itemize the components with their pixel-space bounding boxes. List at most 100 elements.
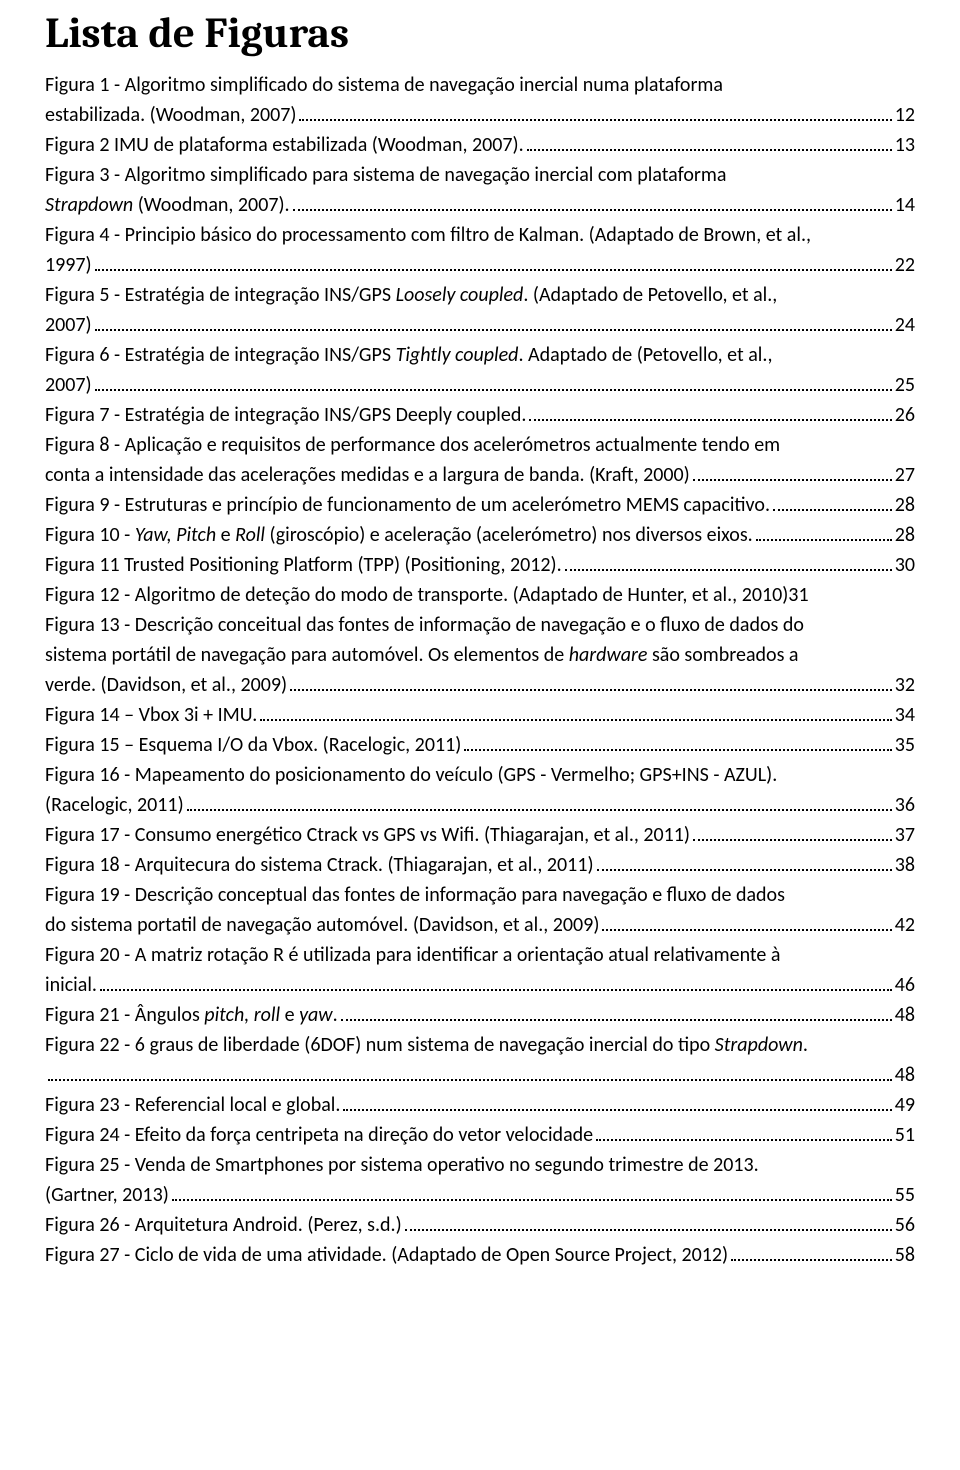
- toc-page-number: 32: [895, 670, 915, 700]
- toc-entry: Figura 11 Trusted Positioning Platform (…: [45, 550, 915, 580]
- toc-leader-dots: [602, 911, 891, 931]
- toc-entry-label: Figura 11 Trusted Positioning Platform (…: [45, 550, 562, 580]
- toc-entry: Figura 9 - Estruturas e princípio de fun…: [45, 490, 915, 520]
- toc-leader-dots: [95, 311, 892, 331]
- toc-entry: Figura 18 - Arquitecura do sistema Ctrac…: [45, 850, 915, 880]
- toc-leader-dots: [48, 1061, 892, 1081]
- toc-leader-dots: [172, 1181, 892, 1201]
- toc-entry-lastline: Figura 2 IMU de plataforma estabilizada …: [45, 130, 915, 160]
- toc-entry-label: Figura 26 - Arquitetura Android. (Perez,…: [45, 1210, 402, 1240]
- toc-page-number: 49: [895, 1090, 915, 1120]
- toc-entry: Figura 4 - Principio básico do processam…: [45, 220, 915, 280]
- toc-page-number: 46: [895, 970, 915, 1000]
- toc-leader-dots: [260, 701, 891, 721]
- toc-entry: Figura 22 - 6 graus de liberdade (6DOF) …: [45, 1030, 915, 1090]
- toc-entry: Figura 10 - Yaw, Pitch e Roll (giroscópi…: [45, 520, 915, 550]
- toc-page-number: 48: [895, 1000, 915, 1030]
- toc-entry-label: (Racelogic, 2011): [45, 790, 184, 820]
- toc-entry-label: Figura 18 - Arquitecura do sistema Ctrac…: [45, 850, 594, 880]
- toc-entry-label: conta a intensidade das acelerações medi…: [45, 460, 690, 490]
- toc-entry-label: Strapdown (Woodman, 2007).: [45, 190, 290, 220]
- toc-page-number: 36: [895, 790, 915, 820]
- toc-entry-label: Figura 17 - Consumo energético Ctrack vs…: [45, 820, 690, 850]
- toc-entry: Figura 16 - Mapeamento do posicionamento…: [45, 760, 915, 820]
- toc-entry: Figura 19 - Descrição conceptual das fon…: [45, 880, 915, 940]
- toc-entry: Figura 25 - Venda de Smartphones por sis…: [45, 1150, 915, 1210]
- toc-leader-dots: [527, 131, 892, 151]
- toc-page-number: 34: [895, 700, 915, 730]
- toc-entry-label: Figura 23 - Referencial local e global.: [45, 1090, 340, 1120]
- toc-entry: Figura 2 IMU de plataforma estabilizada …: [45, 130, 915, 160]
- toc-page-number: 42: [895, 910, 915, 940]
- toc-page-number: 37: [895, 820, 915, 850]
- toc-entry-lastline: Figura 26 - Arquitetura Android. (Perez,…: [45, 1210, 915, 1240]
- toc-entry: Figura 26 - Arquitetura Android. (Perez,…: [45, 1210, 915, 1240]
- toc-entry-lastline: verde. (Davidson, et al., 2009) 32: [45, 670, 915, 700]
- toc-entry-lastline: Strapdown (Woodman, 2007). 14: [45, 190, 915, 220]
- toc-entry-label: Figura 27 - Ciclo de vida de uma ativida…: [45, 1240, 728, 1270]
- toc-entry-label: Figura 15 – Esquema I/O da Vbox. (Racelo…: [45, 730, 461, 760]
- toc-entry-preline: Figura 25 - Venda de Smartphones por sis…: [45, 1150, 915, 1180]
- toc-entry-label: (Gartner, 2013): [45, 1180, 169, 1210]
- toc-entry-label: Figura 9 - Estruturas e princípio de fun…: [45, 490, 770, 520]
- toc-entry-lastline: Figura 7 - Estratégia de integração INS/…: [45, 400, 915, 430]
- toc-entry-lastline: 2007) 25: [45, 370, 915, 400]
- toc-page-number: 38: [895, 850, 915, 880]
- toc-page-number: 30: [895, 550, 915, 580]
- toc-entry-lastline: 2007) 24: [45, 310, 915, 340]
- toc-page-number: 25: [895, 370, 915, 400]
- toc-entry-lastline: Figura 23 - Referencial local e global. …: [45, 1090, 915, 1120]
- toc-page-number: 35: [895, 730, 915, 760]
- toc-entry-lastline: (Racelogic, 2011) 36: [45, 790, 915, 820]
- toc-page-number: 28: [895, 520, 915, 550]
- toc-leader-dots: [187, 791, 892, 811]
- toc-entry-lastline: (Gartner, 2013) 55: [45, 1180, 915, 1210]
- toc-entry-label: 2007): [45, 370, 92, 400]
- toc-entry-lastline: do sistema portatil de navegação automóv…: [45, 910, 915, 940]
- toc-entry-lastline: Figura 9 - Estruturas e princípio de fun…: [45, 490, 915, 520]
- toc-entry-preline: Figura 8 - Aplicação e requisitos de per…: [45, 430, 915, 460]
- toc-entry-label: Figura 2 IMU de plataforma estabilizada …: [45, 130, 524, 160]
- toc-entry: Figura 27 - Ciclo de vida de uma ativida…: [45, 1240, 915, 1270]
- toc-entry-lastline: estabilizada. (Woodman, 2007) 12: [45, 100, 915, 130]
- toc-entry: Figura 1 - Algoritmo simplificado do sis…: [45, 70, 915, 130]
- toc-entry: Figura 7 - Estratégia de integração INS/…: [45, 400, 915, 430]
- toc-leader-dots: [343, 1091, 891, 1111]
- page-title: Lista de Figuras: [45, 8, 915, 58]
- toc-entry-label: estabilizada. (Woodman, 2007): [45, 100, 296, 130]
- toc-entry-label: Figura 24 - Efeito da força centripeta n…: [45, 1120, 593, 1150]
- toc-entry-preline: Figura 5 - Estratégia de integração INS/…: [45, 280, 915, 310]
- toc-entry: Figura 13 - Descrição conceitual das fon…: [45, 610, 915, 700]
- toc-entry-preline: Figura 19 - Descrição conceptual das fon…: [45, 880, 915, 910]
- toc-entry: Figura 12 - Algoritmo de deteção do modo…: [45, 580, 915, 610]
- toc-leader-dots: [405, 1211, 892, 1231]
- toc-leader-dots: [773, 491, 892, 511]
- toc-entry-preline: Figura 3 - Algoritmo simplificado para s…: [45, 160, 915, 190]
- toc-entry-label: Figura 10 - Yaw, Pitch e Roll (giroscópi…: [45, 520, 753, 550]
- toc-entry-lastline: 48: [45, 1060, 915, 1090]
- toc-leader-dots: [731, 1241, 892, 1261]
- toc-entry-lastline: Figura 11 Trusted Positioning Platform (…: [45, 550, 915, 580]
- toc-entry-preline: Figura 20 - A matriz rotação R é utiliza…: [45, 940, 915, 970]
- toc-entry-preline: Figura 22 - 6 graus de liberdade (6DOF) …: [45, 1030, 915, 1060]
- toc-leader-dots: [299, 101, 891, 121]
- toc-page-number: 24: [895, 310, 915, 340]
- toc-entry: Figura 20 - A matriz rotação R é utiliza…: [45, 940, 915, 1000]
- toc-leader-dots: [100, 971, 892, 991]
- toc-entry: Figura 21 - Ângulos pitch, roll e yaw. 4…: [45, 1000, 915, 1030]
- toc-entry-lastline: Figura 12 - Algoritmo de deteção do modo…: [45, 580, 915, 610]
- toc-entry: Figura 5 - Estratégia de integração INS/…: [45, 280, 915, 340]
- toc-entry-preline: sistema portátil de navegação para autom…: [45, 640, 915, 670]
- toc-entry-preline: Figura 6 - Estratégia de integração INS/…: [45, 340, 915, 370]
- toc-entry: Figura 3 - Algoritmo simplificado para s…: [45, 160, 915, 220]
- toc-entry: Figura 14 – Vbox 3i + IMU. 34: [45, 700, 915, 730]
- toc-entry-lastline: Figura 18 - Arquitecura do sistema Ctrac…: [45, 850, 915, 880]
- toc-leader-dots: [596, 1121, 892, 1141]
- toc-page-number: 28: [895, 490, 915, 520]
- toc-entry-lastline: conta a intensidade das acelerações medi…: [45, 460, 915, 490]
- toc-page-number: 51: [895, 1120, 915, 1150]
- toc-leader-dots: [529, 401, 891, 421]
- toc-entry: Figura 8 - Aplicação e requisitos de per…: [45, 430, 915, 490]
- toc-entry-lastline: inicial. 46: [45, 970, 915, 1000]
- toc-entry-lastline: Figura 27 - Ciclo de vida de uma ativida…: [45, 1240, 915, 1270]
